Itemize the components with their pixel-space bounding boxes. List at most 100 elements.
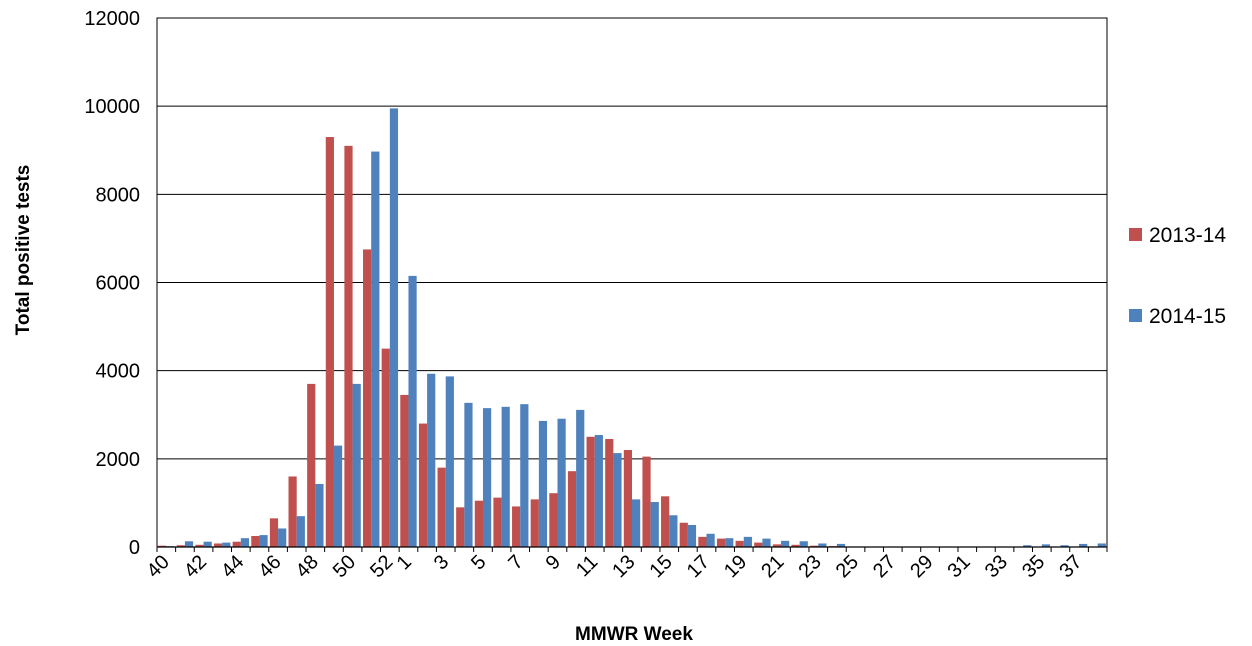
x-tick-label: 52 [366, 551, 397, 582]
bar-2013-14-50 [344, 145, 353, 547]
bar-2013-14-47 [288, 476, 297, 547]
x-tick-label: 31 [944, 551, 975, 582]
bar-2013-14-10 [567, 471, 577, 547]
legend: 2013-14 2014-15 [1129, 224, 1226, 328]
x-tick-label: 42 [180, 551, 211, 582]
x-tick-label: 1 [393, 551, 416, 574]
y-tick-label: 8000 [96, 184, 141, 206]
bar-2014-15-13 [632, 499, 641, 547]
x-tick-label: 35 [1018, 551, 1049, 582]
bar-2014-15-51 [371, 151, 380, 547]
bar-2013-14-42 [195, 544, 204, 547]
bar-2013-14-9 [549, 493, 558, 547]
bar-2013-14-8 [530, 499, 539, 547]
y-tick-label: 6000 [96, 273, 141, 295]
bar-2014-15-11 [594, 435, 603, 547]
bar-2013-14-20 [754, 542, 763, 547]
bar-2014-15-2 [427, 373, 436, 547]
x-tick-label: 21 [757, 551, 788, 582]
bar-2014-15-41 [184, 541, 194, 547]
bar-2013-14-43 [214, 543, 223, 547]
bar-2013-14-52 [381, 348, 390, 547]
legend-swatch [1129, 228, 1142, 241]
bar-2014-15-19 [743, 536, 752, 547]
bar-2013-14-22 [791, 544, 800, 547]
bar-2014-15-10 [576, 409, 585, 547]
bar-2014-15-44 [240, 538, 250, 547]
bar-2014-15-20 [762, 538, 771, 547]
bar-2014-15-16 [687, 524, 697, 547]
x-tick-label: 19 [720, 551, 751, 582]
bar-2013-14-11 [586, 436, 595, 547]
bar-2014-15-48 [315, 483, 324, 547]
bar-2014-15-50 [352, 383, 361, 547]
bar-2013-14-5 [474, 500, 483, 547]
axes [156, 17, 1108, 552]
bar-2013-14-13 [623, 450, 632, 547]
bar-2013-14-18 [716, 538, 726, 547]
bar-2014-15-7 [520, 404, 529, 547]
x-tick-label: 5 [467, 551, 490, 574]
bar-2013-14-48 [307, 383, 316, 547]
x-tick-label: 25 [832, 551, 863, 582]
x-tick-label: 7 [504, 551, 527, 574]
x-tick-label: 48 [292, 551, 323, 582]
bar-2013-14-17 [698, 536, 707, 547]
y-axis-title: Total positive tests [13, 165, 34, 336]
bar-2014-15-9 [557, 418, 566, 547]
x-tick-label: 3 [430, 551, 453, 574]
bar-2013-14-6 [493, 497, 502, 547]
bar-2013-14-1 [400, 394, 409, 547]
bar-2013-14-14 [642, 456, 651, 547]
bar-2014-15-36 [1060, 545, 1069, 547]
bar-2013-14-19 [735, 540, 744, 547]
bar-2014-15-35 [1041, 544, 1050, 547]
legend-label: 2014-15 [1149, 305, 1226, 328]
bar-2013-14-15 [661, 496, 670, 547]
y-tick-labels: 0 2000 4000 6000 8000 10000 12000 [84, 8, 140, 559]
bar-2014-15-37 [1079, 543, 1088, 547]
bar-2014-15-17 [706, 533, 715, 547]
bar-2014-15-47 [296, 516, 305, 547]
bar-2014-15-6 [501, 406, 510, 547]
x-tick-label: 37 [1055, 551, 1086, 582]
bar-2014-15-38 [1097, 543, 1106, 547]
bar-2014-15-23 [818, 543, 827, 547]
bar-2014-15-42 [203, 541, 212, 547]
bar-2014-15-22 [799, 541, 808, 547]
bar-2013-14-41 [176, 545, 185, 547]
y-tick-label: 12000 [84, 8, 140, 30]
x-tick-label: 17 [683, 551, 714, 582]
y-tick-label: 10000 [84, 96, 140, 118]
x-tick-label: 13 [608, 551, 639, 582]
bar-2013-14-2 [418, 423, 428, 547]
x-tick-label: 27 [869, 551, 900, 582]
bar-2013-14-40 [158, 545, 167, 547]
bar-2014-15-43 [222, 542, 231, 547]
bar-2014-15-21 [781, 540, 790, 547]
bar-2014-15-24 [836, 543, 846, 547]
bar-2014-15-4 [464, 402, 473, 547]
y-tick-label: 4000 [96, 361, 141, 383]
bar-2014-15-15 [669, 515, 678, 547]
legend-label: 2013-14 [1149, 224, 1226, 247]
x-tick-label: 50 [329, 551, 360, 582]
gridlines [157, 17, 1107, 460]
bar-2013-14-23 [810, 545, 819, 547]
bar-2013-14-49 [325, 137, 334, 547]
x-tick-labels: 40 42 44 46 48 50 521 3 5 7 9 11 13 15 17 19 21 23 25 27 29 3… [143, 551, 1087, 582]
bar-2014-15-45 [259, 535, 268, 547]
bar-2014-15-14 [650, 502, 659, 547]
x-tick-label: 11 [572, 551, 602, 581]
x-tick-label: 23 [795, 551, 826, 582]
x-tick-label: 33 [981, 551, 1012, 582]
x-tick-label: 46 [254, 551, 285, 582]
x-tick-label: 44 [217, 551, 248, 582]
bar-2013-14-3 [437, 467, 446, 547]
bar-2013-14-16 [679, 522, 688, 547]
bar-2013-14-46 [269, 518, 279, 547]
x-tick-label: 9 [542, 551, 565, 574]
bar-2013-14-44 [232, 541, 241, 547]
